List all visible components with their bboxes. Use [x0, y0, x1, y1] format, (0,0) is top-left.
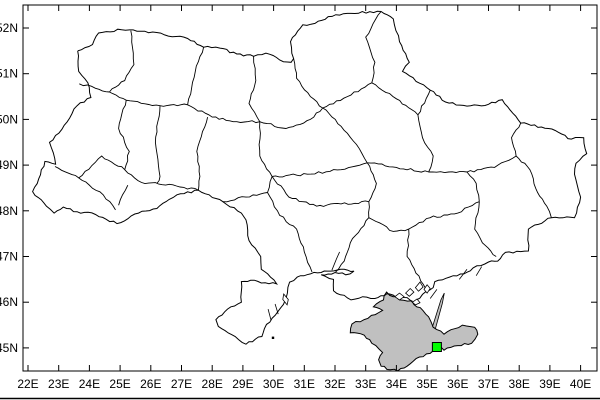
oblast-border [154, 105, 161, 184]
lagoon-shape [282, 293, 289, 306]
plot-frame [22, 4, 598, 372]
y-tick-label: 51N [0, 67, 18, 81]
oblast-border [322, 107, 368, 164]
x-tick-label: 22E [17, 377, 38, 391]
oblast-border [271, 176, 369, 207]
oblast-border [293, 58, 323, 109]
oblast-border [79, 83, 110, 93]
oblast-border [54, 166, 116, 211]
x-tick-label: 25E [109, 377, 130, 391]
oblast-border [335, 217, 370, 273]
lagoon-shape [414, 281, 424, 292]
oblast-border [417, 90, 431, 116]
oblast-border [368, 201, 480, 232]
map-layer [32, 10, 588, 371]
oblast-border [124, 169, 199, 191]
lagoon-shape [423, 284, 431, 294]
y-tick-label: 45N [0, 341, 18, 355]
oblast-border [428, 171, 468, 174]
oblast-border [272, 162, 368, 178]
coast-detail-line [331, 251, 340, 271]
x-tick-label: 36E [447, 377, 468, 391]
oblast-border [322, 82, 372, 109]
oblast-border [515, 155, 552, 218]
oblast-border [259, 107, 324, 129]
oblast-border [368, 201, 370, 218]
x-tick-label: 24E [79, 377, 100, 391]
oblast-border [248, 56, 261, 122]
x-tick-label: 27E [171, 377, 192, 391]
oblast-border [222, 192, 268, 203]
x-tick-label: 28E [202, 377, 223, 391]
oblast-border [187, 47, 205, 105]
x-tick-label: 23E [48, 377, 69, 391]
oblast-border [196, 116, 209, 191]
oblast-border [474, 201, 497, 257]
crimea-region [349, 293, 479, 371]
y-tick-label: 46N [0, 295, 18, 309]
x-tick-label: 38E [509, 377, 530, 391]
oblast-border [109, 30, 135, 93]
lagoon-shape [405, 287, 415, 297]
oblast-border [371, 82, 419, 116]
oblast-border [406, 229, 426, 289]
x-tick-label: 39E [539, 377, 560, 391]
ukraine-outer-border [32, 10, 588, 345]
x-tick-label: 34E [386, 377, 407, 391]
arabat-spit [432, 292, 445, 330]
x-tick-label: 31E [294, 377, 315, 391]
y-tick-label: 47N [0, 250, 18, 264]
x-tick-label: 37E [478, 377, 499, 391]
x-tick-label: 26E [140, 377, 161, 391]
x-tick-label: 29E [232, 377, 253, 391]
x-tick-label: 33E [355, 377, 376, 391]
oblast-border [187, 104, 260, 124]
lagoon-shape [411, 298, 421, 306]
y-tick-label: 49N [0, 158, 18, 172]
coast-detail-line [458, 269, 468, 280]
lagoon-shape [394, 292, 405, 301]
oblast-border [466, 171, 480, 202]
x-tick-label: 32E [324, 377, 345, 391]
y-tick-label: 48N [0, 204, 18, 218]
oblast-border [118, 100, 130, 170]
oblast-border [78, 155, 126, 179]
tick-labels: 22E 23E 24E 25E 26E 27E 28E 29E 30E 31E 32E 33E 34E 3… [0, 21, 591, 391]
y-tick-label: 50N [0, 112, 18, 126]
island-dot [271, 336, 275, 339]
coast-detail-line [267, 308, 272, 321]
oblast-border [118, 185, 129, 206]
coast-detail-line [429, 289, 438, 299]
y-tick-label: 52N [0, 21, 18, 35]
x-tick-label: 35E [416, 377, 437, 391]
oblast-border [367, 162, 429, 173]
station-marker [431, 342, 442, 352]
oblast-border [109, 91, 188, 107]
tick-marks [23, 5, 597, 371]
oblast-border [258, 121, 273, 193]
oblast-border [417, 114, 434, 173]
oblast-border [267, 192, 313, 273]
oblast-border [466, 155, 517, 173]
oblast-border [511, 122, 522, 157]
x-tick-label: 30E [263, 377, 284, 391]
coast-detail-line [274, 303, 279, 315]
x-tick-label: 40E [570, 377, 591, 391]
coast-detail-line [475, 266, 483, 276]
oblast-border [365, 11, 382, 83]
oblast-border [366, 162, 377, 202]
